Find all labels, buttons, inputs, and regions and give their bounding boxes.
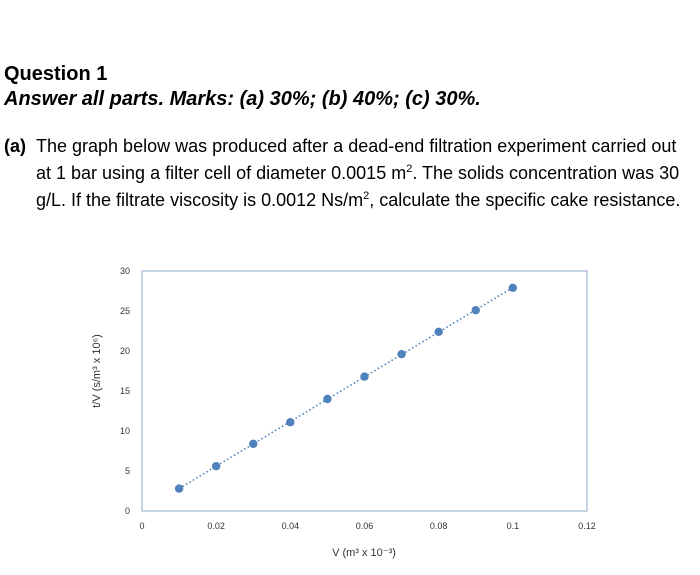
x-tick-label: 0 — [139, 521, 144, 531]
data-point — [174, 484, 184, 493]
x-tick-label: 0.1 — [507, 521, 520, 531]
data-point — [211, 462, 221, 471]
data-point — [434, 327, 443, 336]
y-tick-label: 30 — [120, 266, 130, 276]
x-tick-label: 0.04 — [282, 521, 300, 531]
data-point — [360, 372, 369, 381]
y-tick-label: 10 — [120, 426, 130, 436]
data-point — [471, 306, 480, 315]
data-point — [397, 350, 406, 359]
part-a-text-1: The graph below was produced after a dea… — [36, 136, 677, 183]
plot-area-frame — [141, 270, 588, 512]
x-axis-ticks: 0 0.02 0.04 0.06 0.08 0.1 0.12 — [139, 521, 595, 531]
y-axis-ticks: 0 5 10 15 20 25 30 — [120, 266, 130, 516]
x-axis-label: V (m³ x 10⁻³) — [332, 547, 396, 559]
data-point — [508, 283, 518, 292]
data-point — [323, 394, 332, 404]
trendline — [178, 286, 514, 490]
y-tick-label: 0 — [125, 506, 130, 516]
y-tick-label: 25 — [120, 306, 130, 316]
part-a-sup-2: 2 — [363, 190, 370, 202]
y-tick-label: 15 — [120, 386, 130, 396]
part-a-text-3: , calculate the specific cake resistance… — [369, 190, 681, 210]
x-tick-label: 0.06 — [356, 521, 374, 531]
question-title: Question 1 — [4, 63, 108, 85]
x-tick-label: 0.02 — [207, 521, 225, 531]
data-point — [249, 439, 258, 448]
question-instructions: Answer all parts. Marks: (a) 30%; (b) 40… — [4, 88, 481, 110]
part-a-sup-1: 2 — [406, 163, 413, 175]
part-a-text: The graph below was produced after a dea… — [36, 133, 694, 214]
data-point — [286, 418, 295, 427]
y-tick-label: 20 — [120, 346, 130, 356]
y-axis-label: t/V (s/m³ x 10⁶) — [91, 334, 103, 408]
x-tick-label: 0.08 — [430, 521, 448, 531]
x-tick-label: 0.12 — [578, 521, 596, 531]
data-points — [174, 283, 518, 493]
part-a: (a) The graph below was produced after a… — [4, 133, 694, 214]
part-a-text-2: . The solids concentration was 30 g/L. I… — [36, 163, 680, 210]
y-tick-label: 5 — [125, 466, 130, 476]
part-a-label: (a) — [4, 136, 26, 156]
